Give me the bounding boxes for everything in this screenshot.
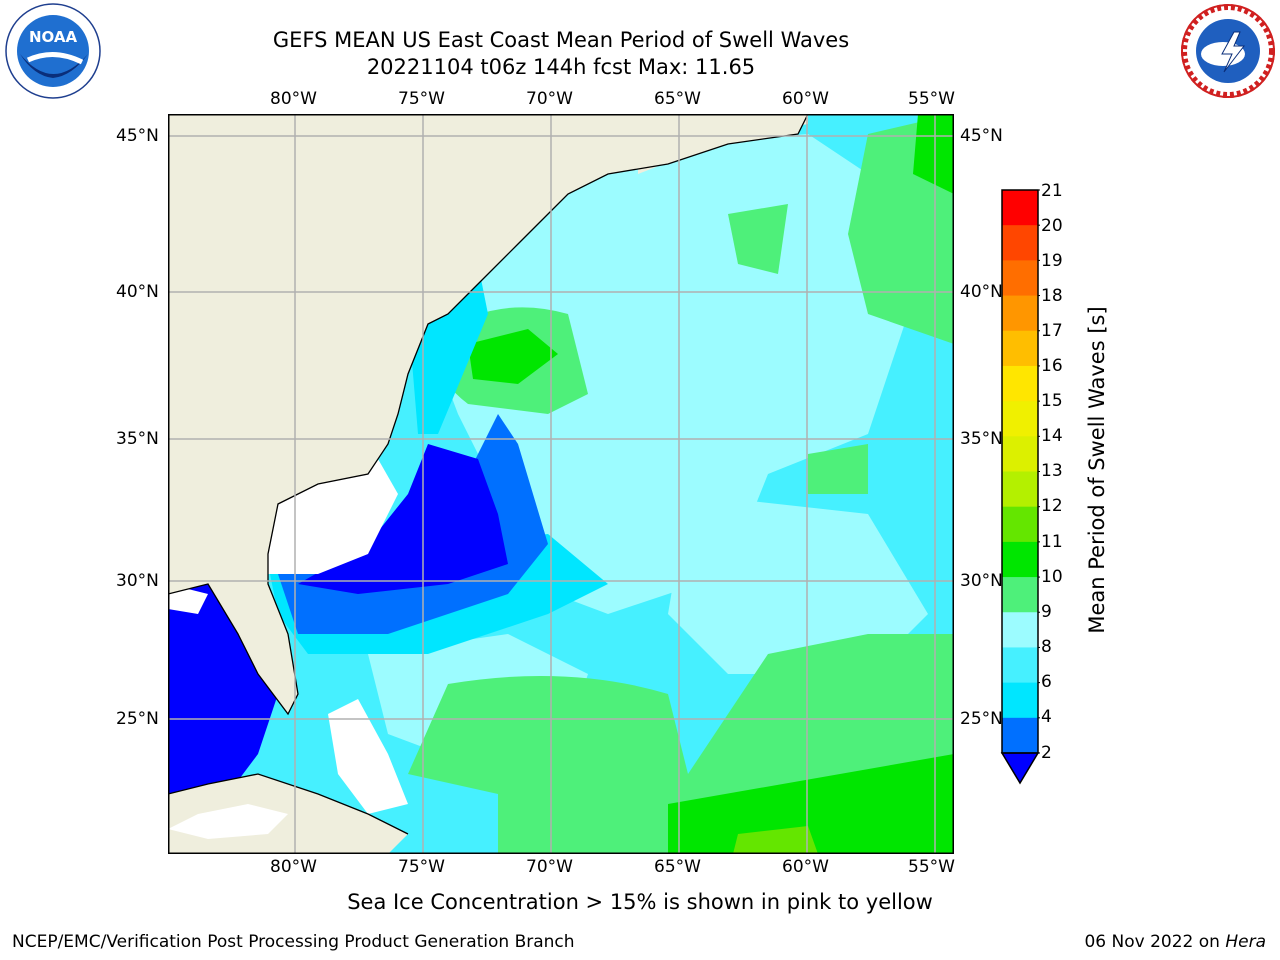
map-svg — [168, 114, 954, 854]
swell-region-8-9 — [428, 134, 908, 614]
colorbar-band — [1002, 401, 1038, 437]
colorbar-tick-label: 17 — [1041, 321, 1063, 341]
colorbar-band — [1002, 541, 1038, 578]
colorbar-band — [1002, 471, 1038, 508]
colorbar-tick-label: 6 — [1041, 672, 1052, 692]
colorbar-under-triangle — [1000, 752, 1040, 785]
colorbar-tick-label: 2 — [1041, 743, 1052, 763]
colorbar-band — [1002, 365, 1038, 402]
colorbar-band — [1002, 330, 1038, 367]
swell-region-9-10 — [728, 204, 788, 274]
lat-label-right: 45°N — [960, 126, 1003, 146]
lon-label-bottom: 80°W — [270, 857, 317, 877]
sea-ice-note: Sea Ice Concentration > 15% is shown in … — [347, 890, 933, 914]
lon-label-bottom: 70°W — [526, 857, 573, 877]
noaa-logo: NOAA — [2, 2, 104, 100]
land-nova-scotia — [638, 114, 808, 174]
lat-label-left: 25°N — [116, 709, 159, 729]
lon-label-bottom: 55°W — [908, 857, 955, 877]
swell-region-10-11 — [913, 114, 954, 194]
colorbar-tick-label: 16 — [1041, 356, 1063, 376]
colorbar-title: Mean Period of Swell Waves [s] — [1085, 306, 1109, 634]
swell-region-9-10 — [808, 444, 868, 494]
lat-label-right: 40°N — [960, 282, 1003, 302]
colorbar-band — [1002, 260, 1038, 297]
colorbar-tick-label: 21 — [1041, 181, 1063, 201]
colorbar-band — [1002, 225, 1038, 261]
colorbar-tick-label: 18 — [1041, 286, 1063, 306]
lat-label-left: 45°N — [116, 126, 159, 146]
svg-text:NOAA: NOAA — [29, 28, 78, 46]
colorbar-tick-label: 13 — [1041, 461, 1063, 481]
colorbar-tick-label: 8 — [1041, 637, 1052, 657]
swell-period-map[interactable] — [168, 114, 954, 854]
colorbar-band — [1002, 295, 1038, 332]
footer-host: Hera — [1225, 932, 1266, 952]
lat-label-left: 40°N — [116, 282, 159, 302]
lon-label-top: 65°W — [654, 89, 701, 109]
colorbar-tick-label: 14 — [1041, 426, 1063, 446]
lat-label-right: 25°N — [960, 709, 1003, 729]
swell-region-10-11 — [468, 329, 558, 384]
footer-date: 06 Nov 2022 on Hera — [1084, 932, 1266, 952]
colorbar-band — [1002, 577, 1038, 613]
coastline-cuba — [168, 773, 409, 835]
lon-label-top: 70°W — [526, 89, 573, 109]
colorbar-band — [1002, 506, 1038, 543]
colorbar-tick-label: 20 — [1041, 216, 1063, 236]
lat-label-left: 30°N — [116, 571, 159, 591]
land-north-america — [168, 114, 808, 714]
lon-label-bottom: 75°W — [398, 857, 445, 877]
colorbar-band — [1002, 717, 1038, 754]
colorbar-band — [1002, 436, 1038, 472]
colorbar-band — [1002, 647, 1038, 684]
lon-label-top: 80°W — [270, 89, 317, 109]
colorbar-band — [1002, 682, 1038, 719]
swell-region-10-11 — [668, 754, 954, 854]
colorbar-band — [1002, 190, 1038, 226]
colorbar — [1000, 188, 1040, 788]
lat-label-right: 30°N — [960, 571, 1003, 591]
colorbar-tick-label: 10 — [1041, 567, 1063, 587]
chart-title: GEFS MEAN US East Coast Mean Period of S… — [272, 28, 850, 52]
colorbar-tick-label: 19 — [1041, 251, 1063, 271]
colorbar-tick-label: 9 — [1041, 602, 1052, 622]
swell-region-11-12 — [733, 826, 818, 854]
colorbar-tick-label: 12 — [1041, 496, 1063, 516]
colorbar-band — [1002, 612, 1038, 648]
lon-label-top: 75°W — [398, 89, 445, 109]
swell-region-8-9 — [668, 494, 928, 674]
chart-subtitle: 20221104 t06z 144h fcst Max: 11.65 — [366, 55, 756, 79]
lon-label-bottom: 65°W — [654, 857, 701, 877]
nws-logo — [1178, 2, 1278, 100]
footer-credit: NCEP/EMC/Verification Post Processing Pr… — [12, 932, 575, 952]
footer-date-text: 06 Nov 2022 on — [1084, 932, 1226, 952]
lon-label-bottom: 60°W — [782, 857, 829, 877]
no-data-patch — [328, 699, 408, 814]
no-data-patch — [168, 804, 288, 839]
lat-label-right: 35°N — [960, 429, 1003, 449]
lon-label-top: 55°W — [908, 89, 955, 109]
map-grid — [168, 114, 954, 854]
lat-label-left: 35°N — [116, 429, 159, 449]
map-frame — [168, 114, 954, 854]
lon-label-top: 60°W — [782, 89, 829, 109]
coastline-east — [168, 114, 809, 716]
colorbar-tick-label: 15 — [1041, 391, 1063, 411]
colorbar-tick-label: 11 — [1041, 532, 1063, 552]
colorbar-svg — [1000, 189, 1040, 785]
colorbar-tick-label: 4 — [1041, 707, 1052, 727]
